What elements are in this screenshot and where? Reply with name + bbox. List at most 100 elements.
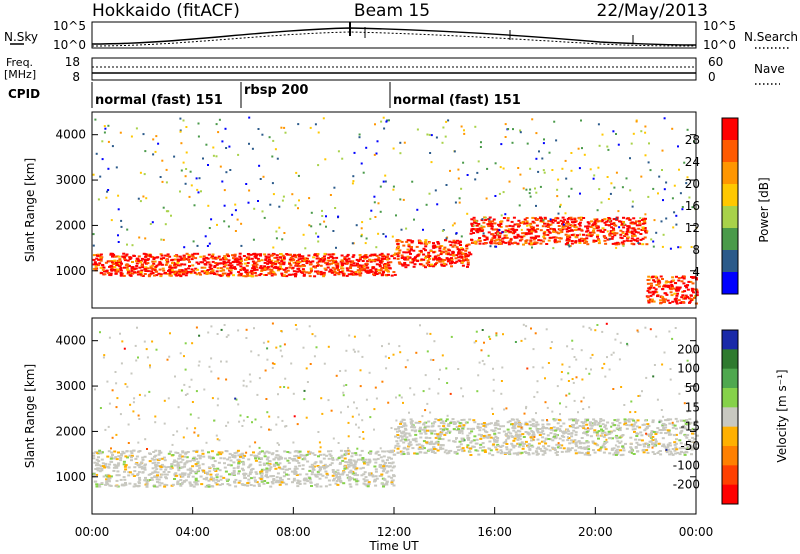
power-cell — [675, 286, 679, 289]
velocity-cell — [325, 472, 329, 475]
velocity-cell — [667, 433, 671, 436]
velocity-cell — [668, 453, 672, 456]
velocity-cell — [189, 484, 193, 487]
power-cell — [368, 254, 372, 257]
power-cell — [248, 116, 251, 119]
power-cell — [364, 254, 368, 256]
power-cell — [179, 275, 183, 278]
power-cell — [592, 229, 595, 232]
power-cell — [384, 235, 387, 238]
power-cell — [613, 186, 616, 189]
power-cell — [597, 239, 601, 242]
power-cell — [184, 274, 188, 277]
power-cell — [144, 150, 147, 153]
velocity-cell — [475, 330, 478, 333]
power-cell — [686, 288, 690, 291]
power-cell — [146, 262, 150, 265]
velocity-cell — [393, 453, 397, 456]
power-cell — [532, 243, 536, 245]
velocity-cell — [484, 423, 487, 426]
velocity-cell — [183, 463, 187, 466]
power-cell — [517, 219, 521, 222]
velocity-cell — [115, 458, 119, 461]
power-cell — [615, 217, 618, 220]
power-cell — [195, 273, 199, 276]
velocity-cell — [439, 418, 443, 421]
power-cell — [309, 268, 313, 271]
power-cell — [531, 246, 533, 249]
power-cell — [117, 241, 120, 243]
velocity-cell — [316, 465, 320, 467]
velocity-cell — [476, 449, 480, 452]
power-cell — [377, 256, 381, 259]
velocity-cell — [315, 475, 319, 478]
velocity-cell — [415, 452, 419, 455]
power-cell — [374, 268, 378, 271]
power-cell — [302, 264, 306, 267]
velocity-cell — [353, 478, 357, 481]
velocity-cell — [405, 436, 409, 439]
power-cell — [395, 240, 399, 243]
velocity-cell — [629, 446, 633, 449]
velocity-cell — [265, 450, 269, 453]
power-cell — [124, 254, 128, 257]
power-cell — [199, 255, 203, 258]
velocity-cell — [291, 481, 294, 484]
power-cell — [378, 271, 382, 274]
power-cell — [611, 231, 614, 233]
power-cell — [245, 269, 249, 272]
power-cell — [193, 271, 197, 274]
velocity-cell — [237, 460, 241, 462]
power-cell — [472, 216, 476, 219]
power-cell — [487, 231, 491, 234]
power-cell — [168, 268, 172, 271]
power-cell — [153, 269, 157, 272]
power-cell — [570, 224, 574, 227]
velocity-cell — [554, 434, 558, 437]
velocity-cell — [236, 449, 240, 452]
velocity-cell — [376, 450, 380, 453]
velocity-cell — [504, 440, 508, 443]
velocity-cell — [252, 484, 256, 487]
velocity-cell — [288, 451, 292, 454]
velocity-cell — [99, 452, 103, 455]
velocity-cell — [557, 446, 561, 449]
power-cell — [197, 135, 200, 138]
velocity-cell — [645, 443, 649, 445]
power-cell — [453, 150, 456, 153]
power-cell — [239, 272, 243, 275]
power-cell — [274, 262, 278, 265]
power-cell — [422, 258, 426, 261]
power-cell — [352, 262, 356, 265]
velocity-cell — [439, 446, 443, 449]
power-cell — [233, 267, 237, 270]
power-cell — [372, 273, 375, 276]
velocity-cell — [219, 475, 223, 478]
velocity-cell — [603, 362, 606, 365]
power-cell — [396, 252, 400, 255]
power-cell — [337, 272, 341, 275]
power-cell — [209, 270, 213, 273]
power-cell — [453, 261, 457, 264]
power-cell — [387, 264, 391, 267]
velocity-cell — [566, 345, 569, 348]
power-cell — [383, 263, 387, 265]
power-cell — [537, 170, 540, 173]
power-cell — [315, 232, 317, 235]
velocity-cell — [651, 451, 655, 454]
noise-right-tick-top: 10^5 — [703, 19, 736, 33]
velocity-cell — [147, 473, 151, 476]
power-cell — [519, 129, 522, 132]
power-cell — [114, 262, 118, 264]
power-cell — [317, 240, 320, 243]
power-cell — [205, 143, 208, 146]
velocity-cell — [142, 467, 146, 470]
power-cell — [268, 136, 271, 139]
power-cell — [274, 148, 277, 151]
cpid-label: CPID — [8, 87, 40, 101]
power-cell — [264, 255, 268, 258]
velocity-cell — [187, 475, 190, 478]
velocity-cell — [355, 483, 359, 486]
power-cell — [426, 259, 430, 262]
power-cell — [229, 271, 233, 274]
